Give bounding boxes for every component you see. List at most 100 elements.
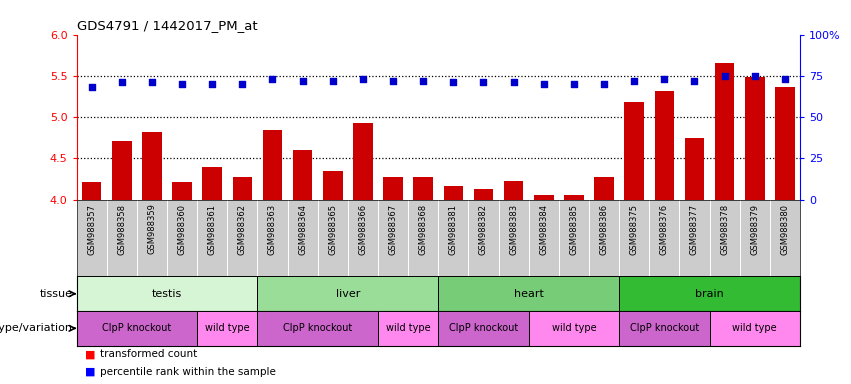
Bar <box>293 150 312 200</box>
Text: GSM988378: GSM988378 <box>720 204 729 255</box>
Text: ClpP knockout: ClpP knockout <box>102 323 172 333</box>
Text: ■: ■ <box>85 367 95 377</box>
Text: GSM988379: GSM988379 <box>751 204 759 255</box>
Bar <box>438 276 619 311</box>
Bar <box>232 177 252 200</box>
Point <box>146 79 159 86</box>
Text: GSM988376: GSM988376 <box>660 204 669 255</box>
Text: GSM988380: GSM988380 <box>780 204 790 255</box>
Bar <box>257 276 438 311</box>
Text: GSM988382: GSM988382 <box>479 204 488 255</box>
Text: GSM988360: GSM988360 <box>178 204 186 255</box>
Text: GSM988383: GSM988383 <box>509 204 518 255</box>
Bar <box>323 171 343 200</box>
Bar <box>715 63 734 200</box>
Point <box>477 79 490 86</box>
Text: wild type: wild type <box>733 323 777 333</box>
Text: GSM988366: GSM988366 <box>358 204 368 255</box>
Text: tissue: tissue <box>39 289 72 299</box>
Bar <box>77 311 197 346</box>
Text: ClpP knockout: ClpP knockout <box>283 323 352 333</box>
Bar <box>203 167 222 200</box>
Text: GSM988363: GSM988363 <box>268 204 277 255</box>
Point <box>326 78 340 84</box>
Text: GSM988384: GSM988384 <box>540 204 548 255</box>
Bar <box>414 177 433 200</box>
Text: GSM988365: GSM988365 <box>328 204 337 255</box>
Text: GSM988359: GSM988359 <box>147 204 157 254</box>
Bar <box>82 182 101 200</box>
Text: GSM988358: GSM988358 <box>117 204 126 255</box>
Text: testis: testis <box>151 289 182 299</box>
Bar <box>620 276 800 311</box>
Point <box>597 81 611 87</box>
Point <box>688 78 701 84</box>
Bar <box>654 91 674 200</box>
Bar <box>112 141 132 200</box>
Text: percentile rank within the sample: percentile rank within the sample <box>100 367 277 377</box>
Text: wild type: wild type <box>205 323 249 333</box>
Text: GSM988362: GSM988362 <box>238 204 247 255</box>
Point <box>627 78 641 84</box>
Point <box>537 81 551 87</box>
Text: GSM988377: GSM988377 <box>690 204 699 255</box>
Text: genotype/variation: genotype/variation <box>0 323 72 333</box>
Bar <box>172 182 191 200</box>
Point <box>236 81 249 87</box>
Point <box>205 81 219 87</box>
Bar <box>443 185 463 200</box>
Text: GSM988361: GSM988361 <box>208 204 217 255</box>
Point <box>748 73 762 79</box>
Text: GSM988381: GSM988381 <box>448 204 458 255</box>
Bar <box>710 311 800 346</box>
Text: GSM988357: GSM988357 <box>87 204 96 255</box>
Bar <box>534 195 553 200</box>
Text: GSM988368: GSM988368 <box>419 204 428 255</box>
Point <box>85 84 99 91</box>
Bar <box>383 177 403 200</box>
Point <box>658 76 671 82</box>
Bar <box>504 181 523 200</box>
Text: GSM988375: GSM988375 <box>630 204 638 255</box>
Bar <box>353 123 373 200</box>
Bar <box>745 78 764 200</box>
Bar <box>77 276 257 311</box>
Text: GDS4791 / 1442017_PM_at: GDS4791 / 1442017_PM_at <box>77 19 257 32</box>
Point <box>115 79 129 86</box>
Point <box>717 73 731 79</box>
Text: ClpP knockout: ClpP knockout <box>630 323 699 333</box>
Point <box>386 78 400 84</box>
Point <box>296 78 310 84</box>
Point <box>447 79 460 86</box>
Bar <box>378 311 438 346</box>
Point <box>356 76 369 82</box>
Text: transformed count: transformed count <box>100 349 197 359</box>
Text: wild type: wild type <box>551 323 597 333</box>
Bar <box>257 311 378 346</box>
Bar <box>685 138 705 200</box>
Bar <box>775 88 795 200</box>
Bar <box>594 177 614 200</box>
Point <box>175 81 189 87</box>
Point <box>416 78 430 84</box>
Text: ■: ■ <box>85 349 95 359</box>
Point <box>567 81 580 87</box>
Bar <box>620 311 710 346</box>
Text: wild type: wild type <box>386 323 431 333</box>
Text: ClpP knockout: ClpP knockout <box>448 323 518 333</box>
Bar <box>142 132 162 200</box>
Text: GSM988385: GSM988385 <box>569 204 579 255</box>
Text: brain: brain <box>695 289 724 299</box>
Text: GSM988386: GSM988386 <box>600 204 608 255</box>
Bar <box>197 311 257 346</box>
Point <box>266 76 279 82</box>
Text: GSM988364: GSM988364 <box>298 204 307 255</box>
Bar <box>263 129 283 200</box>
Bar <box>438 311 528 346</box>
Point <box>778 76 791 82</box>
Bar <box>564 195 584 200</box>
Point <box>507 79 521 86</box>
Bar <box>528 311 620 346</box>
Text: liver: liver <box>335 289 360 299</box>
Bar <box>474 189 494 200</box>
